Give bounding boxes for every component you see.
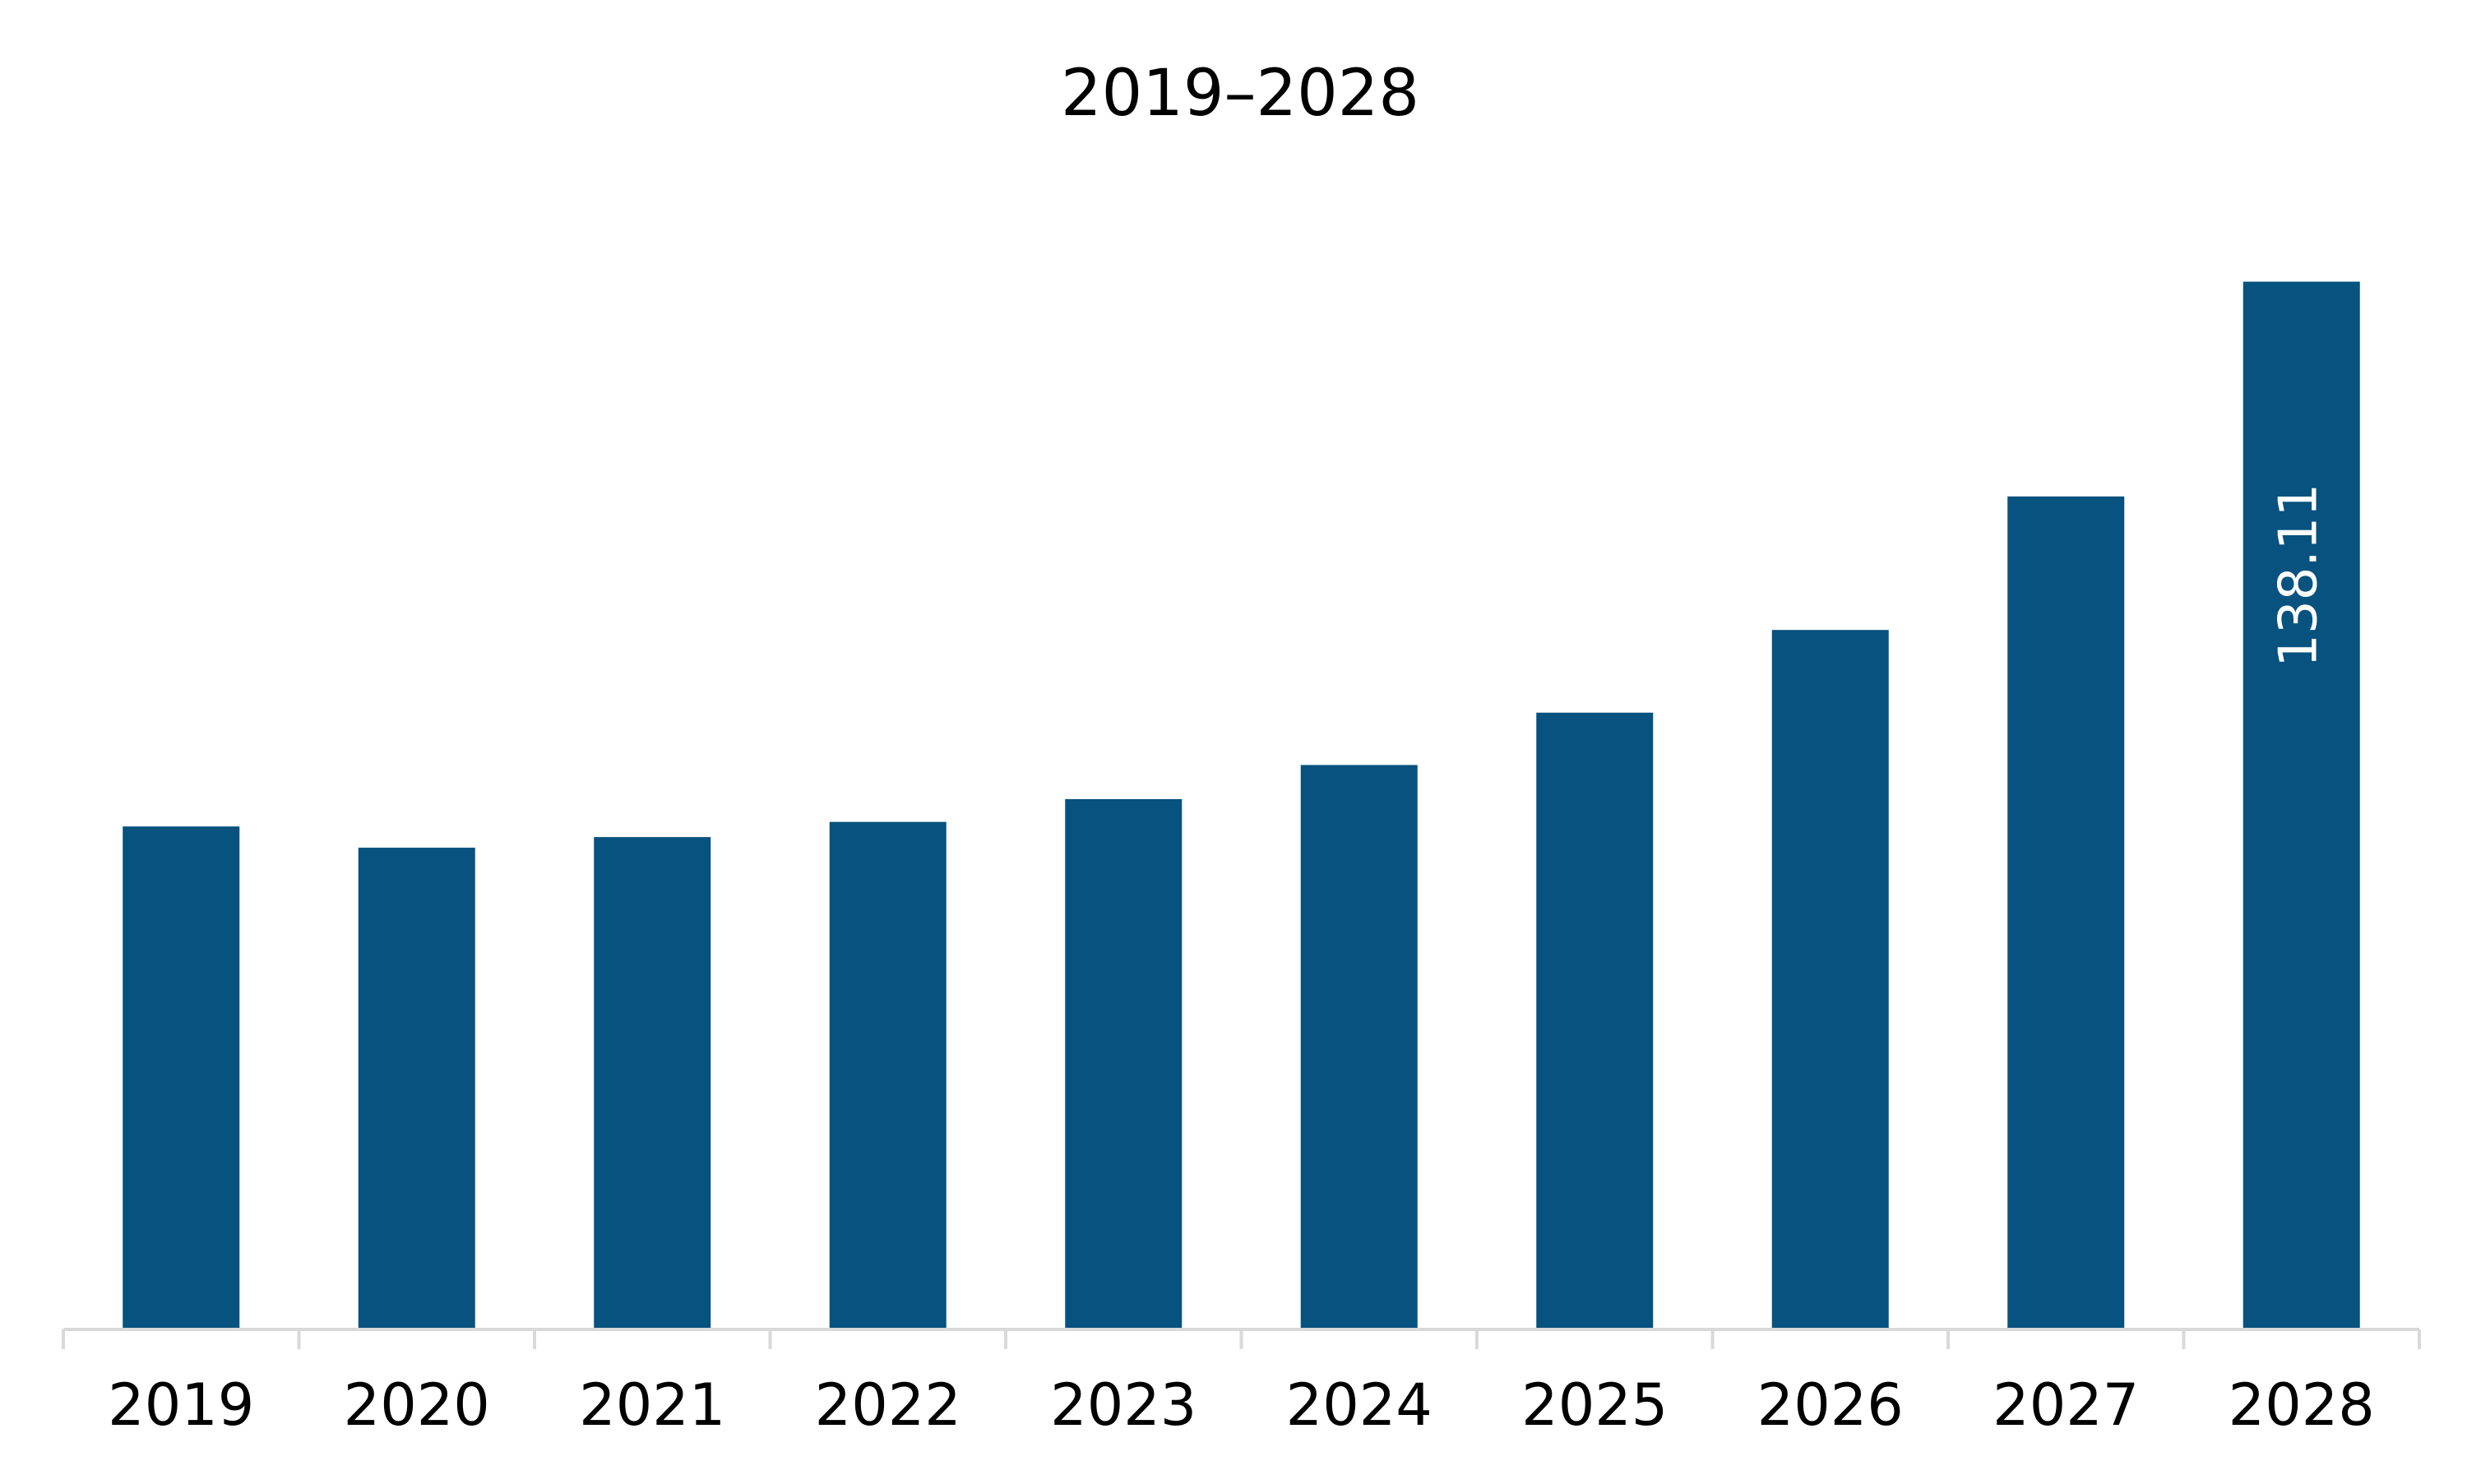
x-tick-label-2021: 2021 [579,1371,725,1439]
bar-2022 [829,821,947,1329]
x-tick-labels: 2019 2020 2021 2022 2023 2024 2025 2026 2027 2028 [108,1371,2375,1439]
bar-2020 [358,848,475,1329]
bar-2021 [594,837,711,1329]
x-tick-label-2025: 2025 [1521,1371,1668,1439]
x-tick-label-2024: 2024 [1286,1371,1433,1439]
data-labels: 138.11 [2268,483,2329,668]
x-tick-label-2026: 2026 [1757,1371,1904,1439]
bar-2024 [1300,765,1418,1329]
chart-title: 2019–2028 [1061,57,1419,131]
x-tick-label-2028: 2028 [2229,1371,2375,1439]
x-tick-label-2023: 2023 [1050,1371,1196,1439]
x-tick-label-2027: 2027 [1993,1371,2139,1439]
bar-2019 [123,826,240,1329]
bar-2026 [1771,630,1889,1329]
x-axis [62,1328,2421,1349]
x-tick-label-2020: 2020 [344,1371,490,1439]
bar-2027 [2007,496,2125,1329]
bar-2025 [1536,712,1654,1329]
x-tick-label-2019: 2019 [108,1371,254,1439]
bars-group [123,281,2360,1329]
bar-2028 [2243,281,2360,1329]
x-tick-label-2022: 2022 [815,1371,961,1439]
data-label-2028: 138.11 [2268,483,2329,668]
bar-2023 [1065,798,1183,1329]
